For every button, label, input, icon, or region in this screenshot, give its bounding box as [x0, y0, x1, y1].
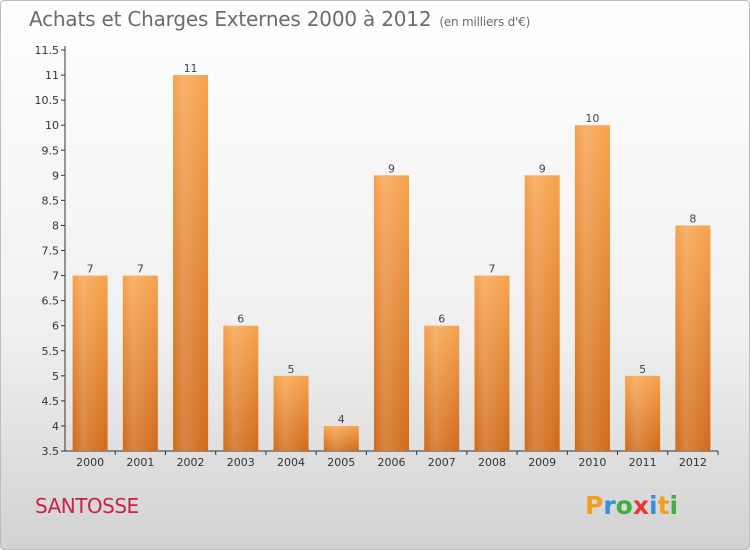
- x-tick-label: 2005: [327, 456, 355, 469]
- y-tick-label: 5.5: [42, 345, 60, 358]
- y-tick-label: 10.5: [35, 94, 60, 107]
- y-tick-label: 4.5: [42, 395, 60, 408]
- value-label: 5: [639, 363, 646, 376]
- bar-highlight: [524, 175, 560, 451]
- value-label: 10: [585, 112, 599, 125]
- value-label: 6: [438, 313, 445, 326]
- axes: 3.5 4 4.5 5 5.5 6 6.5 7 7.5 8 8.5 9 9.5 10 10.5 11 11.5 2…: [35, 44, 719, 469]
- y-tick-label: 5: [52, 370, 59, 383]
- bar-highlight: [273, 375, 309, 451]
- x-tick-label: 2008: [478, 456, 506, 469]
- bar-highlight: [223, 325, 259, 451]
- value-label: 8: [689, 212, 696, 225]
- y-tick-label: 3.5: [42, 445, 60, 458]
- x-tick-label: 2004: [277, 456, 305, 469]
- y-tick-label: 4: [52, 420, 59, 433]
- y-tick-label: 7.5: [42, 245, 60, 258]
- chart-title: Achats et Charges Externes 2000 à 2012 (e…: [29, 7, 530, 31]
- x-tick-label: 2000: [76, 456, 104, 469]
- bar-highlight: [323, 425, 359, 451]
- logo-letter: i: [669, 491, 679, 520]
- x-tick-label: 2001: [126, 456, 154, 469]
- bar-highlight: [173, 75, 209, 451]
- x-tick-label: 2006: [378, 456, 406, 469]
- y-tick-label: 7: [52, 270, 59, 283]
- y-tick-label: 9: [52, 169, 59, 182]
- value-label: 9: [388, 162, 395, 175]
- logo-letter: t: [657, 491, 670, 520]
- bar-highlight: [625, 375, 661, 451]
- value-label: 6: [237, 313, 244, 326]
- bar-highlight: [122, 275, 158, 451]
- bars: [72, 75, 711, 451]
- x-tick-label: 2011: [629, 456, 657, 469]
- logo-letter: o: [615, 491, 633, 520]
- bar-highlight: [675, 225, 711, 451]
- bar-highlight: [424, 325, 460, 451]
- value-label: 9: [539, 162, 546, 175]
- y-tick-label: 6: [52, 320, 59, 333]
- bar-highlight: [72, 275, 108, 451]
- bar-highlight: [474, 275, 510, 451]
- proxiti-logo: Proxiti: [585, 491, 678, 520]
- y-tick-label: 8.5: [42, 194, 60, 207]
- y-tick-label: 10: [45, 119, 59, 132]
- x-tick-label: 2010: [578, 456, 606, 469]
- x-tick-label: 2003: [227, 456, 255, 469]
- value-label: 4: [338, 413, 345, 426]
- x-tick-label: 2009: [528, 456, 556, 469]
- x-tick-label: 2002: [177, 456, 205, 469]
- value-label: 5: [288, 363, 295, 376]
- bar-highlight: [374, 175, 409, 451]
- logo-letter: x: [632, 491, 649, 520]
- y-tick-label: 8: [52, 219, 59, 232]
- logo-letter: r: [603, 491, 616, 520]
- y-tick-label: 6.5: [42, 295, 60, 308]
- value-label: 7: [137, 263, 144, 276]
- value-label: 11: [184, 62, 198, 75]
- chart-title-text: Achats et Charges Externes 2000 à 2012: [29, 7, 432, 31]
- value-labels: 7 7 11 6 5 4 9 6 7 9 10 5 8: [87, 62, 697, 426]
- x-tick-label: 2007: [428, 456, 456, 469]
- chart-subtitle: (en milliers d'€): [439, 15, 531, 29]
- y-tick-label: 9.5: [42, 144, 60, 157]
- value-label: 7: [87, 263, 94, 276]
- logo-letter: i: [649, 491, 658, 520]
- x-tick-label: 2012: [679, 456, 707, 469]
- y-tick-label: 11.5: [35, 44, 60, 57]
- value-label: 7: [488, 263, 495, 276]
- logo-letter: P: [585, 491, 604, 520]
- y-tick-label: 11: [45, 69, 59, 82]
- bar-highlight: [574, 125, 610, 451]
- place-name: SANTOSSE: [35, 494, 139, 518]
